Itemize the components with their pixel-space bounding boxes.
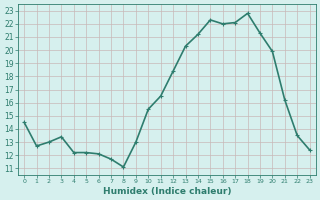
X-axis label: Humidex (Indice chaleur): Humidex (Indice chaleur) — [103, 187, 231, 196]
